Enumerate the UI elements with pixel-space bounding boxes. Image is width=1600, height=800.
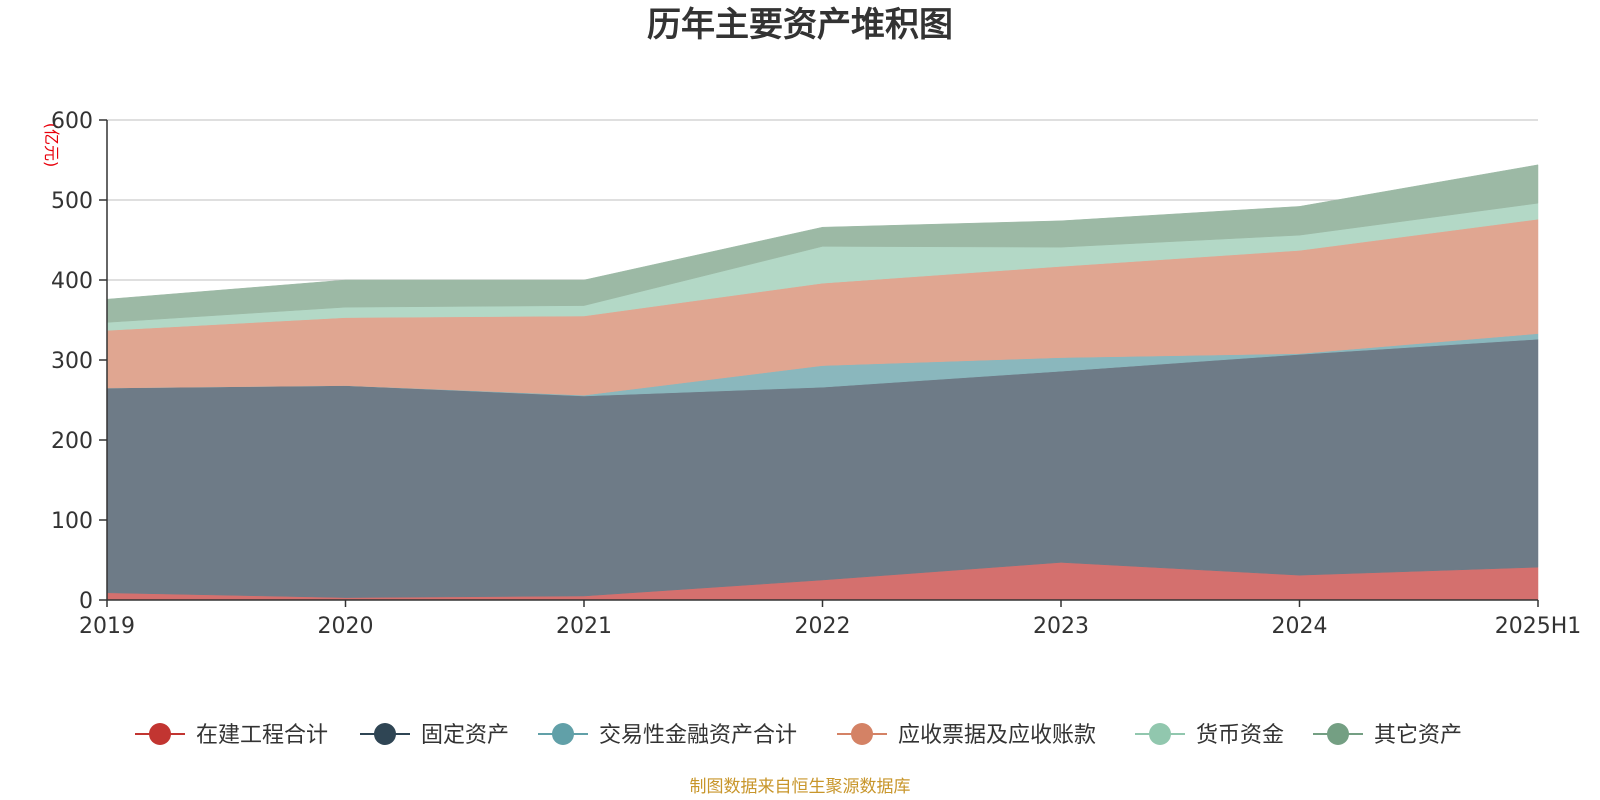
y-tick-label: 100 <box>51 509 93 534</box>
legend-label: 货币资金 <box>1196 723 1284 748</box>
legend-marker-icon <box>374 723 396 745</box>
legend-marker-icon <box>552 723 574 745</box>
data-source-note: 制图数据来自恒生聚源数据库 <box>690 777 911 797</box>
legend-marker-icon <box>1149 723 1171 745</box>
x-tick-label: 2021 <box>556 614 612 639</box>
legend-label: 应收票据及应收账款 <box>898 723 1096 748</box>
axes: 0 100 200 300 400 500 600 2019 2020 2021 2022 2023 2… <box>51 109 1581 639</box>
legend-item-0[interactable]: 在建工程合计 <box>135 723 328 748</box>
x-tick-label: 2022 <box>795 614 851 639</box>
x-tick-label: 2020 <box>318 614 374 639</box>
legend-marker-icon <box>149 723 171 745</box>
legend-item-4[interactable]: 货币资金 <box>1135 723 1284 748</box>
y-tick-label: 400 <box>51 269 93 294</box>
legend-marker-icon <box>851 723 873 745</box>
legend-label: 在建工程合计 <box>196 723 328 748</box>
legend-label: 其它资产 <box>1374 723 1462 748</box>
y-axis-unit: (亿元) <box>42 123 61 168</box>
x-tick-label: 2024 <box>1272 614 1328 639</box>
area-series-group[interactable] <box>106 164 1539 601</box>
legend-item-3[interactable]: 应收票据及应收账款 <box>837 723 1096 748</box>
legend-item-1[interactable]: 固定资产 <box>360 723 509 748</box>
legend-item-2[interactable]: 交易性金融资产合计 <box>538 723 797 748</box>
legend-item-5[interactable]: 其它资产 <box>1313 723 1462 748</box>
y-tick-label: 600 <box>51 109 93 134</box>
x-tick-label: 2025H1 <box>1495 614 1582 639</box>
area-series-5[interactable] <box>106 164 1539 323</box>
x-tick-label: 2019 <box>79 614 135 639</box>
y-tick-label: 300 <box>51 349 93 374</box>
chart-title: 历年主要资产堆积图 <box>647 5 953 45</box>
y-tick-label: 500 <box>51 189 93 214</box>
x-tick-label: 2023 <box>1033 614 1089 639</box>
legend-marker-icon <box>1327 723 1349 745</box>
legend[interactable]: 在建工程合计 固定资产 交易性金融资产合计 应收票据及应收账款 货币资金 其它资产 <box>135 723 1462 748</box>
legend-label: 交易性金融资产合计 <box>599 723 797 748</box>
y-tick-label: 0 <box>79 589 93 614</box>
legend-label: 固定资产 <box>421 723 509 748</box>
y-tick-label: 200 <box>51 429 93 454</box>
